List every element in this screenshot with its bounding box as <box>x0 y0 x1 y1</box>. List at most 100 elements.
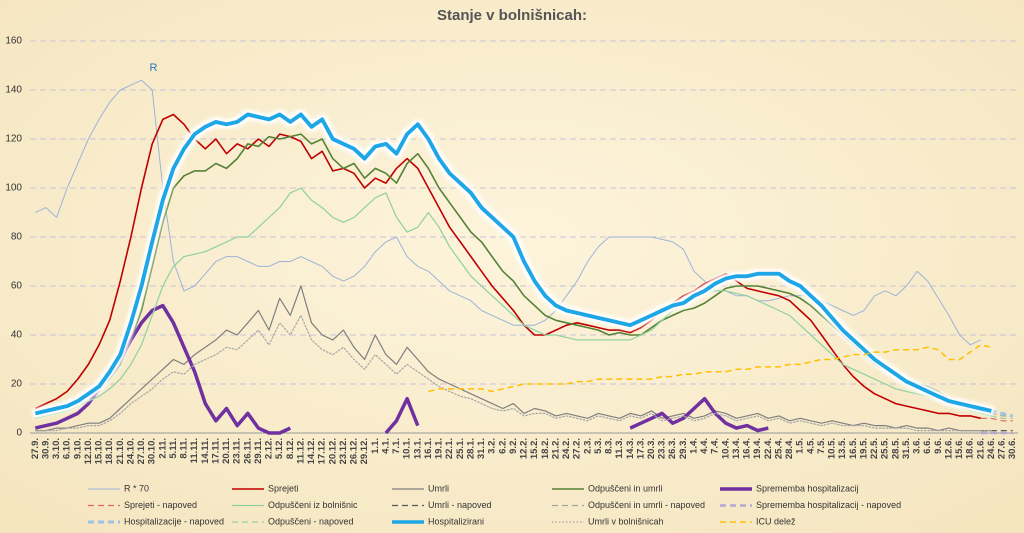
x-tick-label: 5.11. <box>168 438 179 459</box>
series-line <box>35 79 982 346</box>
x-tick-label: 11.3. <box>614 438 625 459</box>
x-tick-label: 4.1. <box>380 438 391 454</box>
x-tick-label: 2.11. <box>157 438 168 459</box>
x-tick-label: 21.2. <box>550 438 561 459</box>
legend-label: Umrli <box>428 483 449 493</box>
x-tick-label: 14.12. <box>306 438 317 464</box>
x-tick-label: 24.10. <box>125 438 136 464</box>
x-tick-label: 28.1. <box>465 438 476 459</box>
legend-label: Umrli - napoved <box>428 500 492 510</box>
series-line <box>35 285 992 432</box>
y-tick-label: 160 <box>5 36 22 47</box>
x-tick-label: 21.10. <box>115 438 126 464</box>
x-tick-label: 18.10. <box>104 438 115 464</box>
x-tick-label: 27.10. <box>136 438 147 464</box>
legend-label: R * 70 <box>124 483 149 493</box>
x-tick-label: 1.4. <box>688 438 699 454</box>
x-tick-label: 9.6. <box>933 438 944 454</box>
series-line <box>35 187 992 419</box>
x-tick-label: 17.11. <box>210 438 221 464</box>
x-tick-label: 16.4. <box>742 438 753 459</box>
series-line <box>428 344 992 393</box>
legend-label: Odpuščeni - napoved <box>268 516 354 526</box>
y-tick-label: 60 <box>11 281 23 292</box>
series-line <box>35 133 992 415</box>
x-tick-label: 23.12. <box>338 438 349 464</box>
chart-title: Stanje v bolnišnicah: <box>437 7 587 24</box>
x-tick-label: 24.6. <box>986 438 997 459</box>
x-tick-label: 19.1. <box>434 438 445 459</box>
x-tick-label: 8.12. <box>285 438 296 459</box>
x-tick-label: 15.10. <box>94 438 105 464</box>
x-tick-label: 18.2. <box>540 438 551 459</box>
x-tick-label: 21.6. <box>975 438 986 459</box>
y-tick-label: 100 <box>5 183 22 194</box>
x-tick-label: 23.11. <box>232 438 243 464</box>
x-tick-label: 13.4. <box>731 438 742 459</box>
x-tick-label: 11.11. <box>189 438 200 463</box>
x-tick-label: 13.1. <box>412 438 423 459</box>
x-tick-label: 31.1. <box>476 438 487 459</box>
x-tick-label: 26.3. <box>667 438 678 459</box>
annotation: R <box>150 62 158 74</box>
x-tick-label: 19.5. <box>858 438 869 459</box>
x-tick-label: 29.11. <box>253 438 264 464</box>
x-tick-label: 17.3. <box>635 438 646 459</box>
x-tick-label: 15.2. <box>529 438 540 459</box>
x-tick-label: 2.12. <box>264 438 275 459</box>
legend-label: Odpuščeni iz bolnišnic <box>268 500 358 510</box>
x-tick-label: 24.2. <box>561 438 572 459</box>
x-tick-label: 3.2. <box>487 438 498 454</box>
x-tick-label: 6.2. <box>497 438 508 454</box>
x-tick-label: 7.1. <box>391 438 402 454</box>
series-line <box>34 303 769 435</box>
x-tick-label: 27.6. <box>997 438 1008 459</box>
x-tick-label: 25.4. <box>773 438 784 459</box>
series-line <box>980 417 1013 422</box>
x-tick-label: 29.12. <box>359 438 370 464</box>
x-tick-label: 30.9. <box>40 438 51 459</box>
x-tick-label: 16.1. <box>423 438 434 459</box>
x-tick-label: 31.5. <box>901 438 912 459</box>
x-tick-label: 22.5. <box>869 438 880 459</box>
series-line <box>34 314 992 432</box>
x-tick-label: 7.4. <box>710 438 721 454</box>
x-tick-label: 27.2. <box>572 438 583 459</box>
x-tick-label: 4.5. <box>805 438 816 454</box>
x-tick-label: 25.1. <box>455 438 466 459</box>
y-tick-label: 120 <box>5 134 22 145</box>
x-tick-label: 12.6. <box>943 438 954 459</box>
x-tick-label: 2.3. <box>582 438 593 454</box>
x-tick-label: 4.4. <box>699 438 710 454</box>
x-tick-label: 3.10. <box>51 438 62 459</box>
y-tick-label: 40 <box>11 330 23 341</box>
x-tick-label: 14.3. <box>625 438 636 459</box>
x-tick-label: 5.12. <box>274 438 285 459</box>
x-tick-label: 10.1. <box>402 438 413 459</box>
legend-label: Umrli v bolnišnicah <box>588 516 664 526</box>
x-tick-label: 11.12. <box>295 438 306 464</box>
legend-label: Sprejeti - napoved <box>124 500 197 510</box>
x-tick-label: 29.3. <box>678 438 689 459</box>
x-tick-label: 13.5. <box>837 438 848 459</box>
x-tick-label: 25.5. <box>880 438 891 459</box>
x-tick-label: 12.10. <box>83 438 94 464</box>
x-tick-label: 16.5. <box>848 438 859 459</box>
series-line <box>980 410 1013 417</box>
legend-label: Sprejeti <box>268 483 299 493</box>
x-tick-label: 28.5. <box>890 438 901 459</box>
x-tick-label: 14.11. <box>200 438 211 464</box>
x-tick-label: 20.11. <box>221 438 232 464</box>
x-tick-label: 9.2. <box>508 438 519 454</box>
x-tick-label: 26.11. <box>242 438 253 464</box>
legend-label: Sprememba hospitalizacij <box>756 483 859 493</box>
x-tick-label: 6.10. <box>62 438 73 459</box>
x-tick-label: 26.12. <box>349 438 360 464</box>
x-tick-label: 23.3. <box>657 438 668 459</box>
x-tick-label: 7.5. <box>816 438 827 454</box>
x-tick-label: 18.6. <box>965 438 976 459</box>
y-tick-label: 80 <box>11 232 23 243</box>
x-tick-label: 20.12. <box>327 438 338 464</box>
